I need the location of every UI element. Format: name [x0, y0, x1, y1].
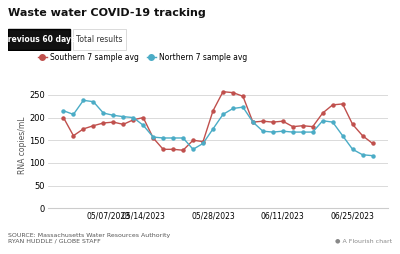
FancyBboxPatch shape [8, 29, 70, 50]
Legend: Southern 7 sample avg, Northern 7 sample avg: Southern 7 sample avg, Northern 7 sample… [35, 50, 250, 65]
Text: ● A Flourish chart: ● A Flourish chart [335, 239, 392, 244]
FancyBboxPatch shape [73, 29, 126, 50]
Y-axis label: RNA copies/mL: RNA copies/mL [18, 116, 27, 173]
Text: SOURCE: Massachusetts Water Resources Authority
RYAN HUDDLE / GLOBE STAFF: SOURCE: Massachusetts Water Resources Au… [8, 233, 170, 244]
Text: Previous 60 days: Previous 60 days [2, 35, 76, 44]
Text: Total results: Total results [76, 35, 122, 44]
Text: Waste water COVID-19 tracking: Waste water COVID-19 tracking [8, 8, 206, 18]
